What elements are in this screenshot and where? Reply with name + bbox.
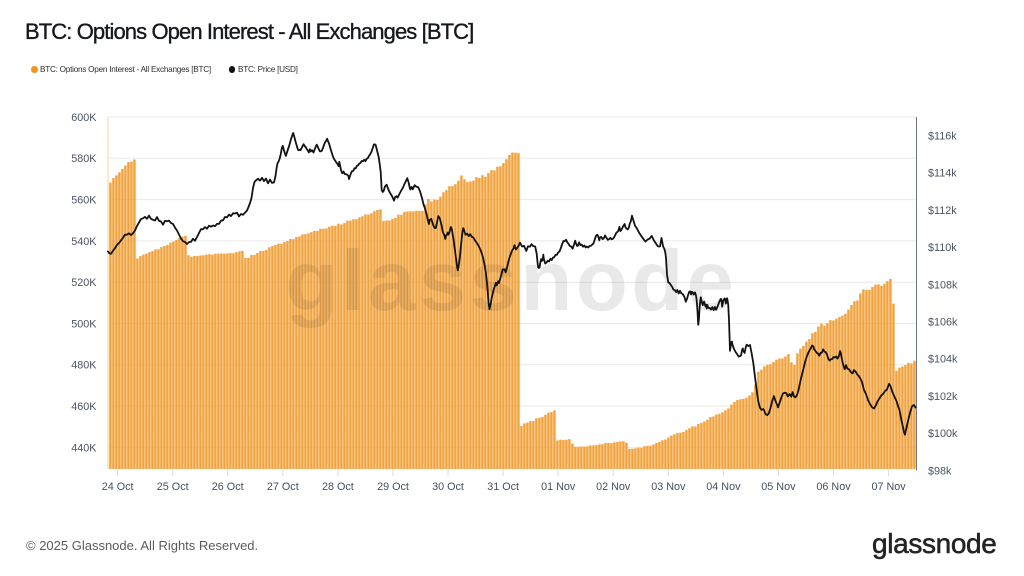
- svg-text:28 Oct: 28 Oct: [322, 481, 354, 493]
- svg-text:05 Nov: 05 Nov: [761, 481, 796, 493]
- svg-text:460K: 460K: [71, 401, 97, 413]
- svg-text:$114k: $114k: [928, 168, 957, 180]
- svg-text:$110k: $110k: [928, 242, 957, 254]
- svg-text:$104k: $104k: [928, 354, 958, 366]
- svg-text:07 Nov: 07 Nov: [871, 481, 906, 493]
- svg-text:26 Oct: 26 Oct: [212, 481, 244, 493]
- svg-text:520K: 520K: [71, 277, 97, 289]
- svg-text:440K: 440K: [71, 442, 97, 454]
- svg-text:$116k: $116k: [928, 131, 957, 143]
- svg-text:glassnode: glassnode: [286, 234, 738, 329]
- svg-text:30 Oct: 30 Oct: [432, 481, 464, 493]
- svg-text:01 Nov: 01 Nov: [541, 481, 576, 493]
- svg-text:25 Oct: 25 Oct: [157, 481, 189, 493]
- svg-text:29 Oct: 29 Oct: [377, 481, 409, 493]
- svg-text:540K: 540K: [71, 236, 97, 248]
- svg-text:500K: 500K: [71, 318, 97, 330]
- svg-text:600K: 600K: [71, 112, 97, 124]
- svg-text:$98k: $98k: [928, 465, 952, 477]
- svg-text:580K: 580K: [71, 153, 97, 165]
- svg-text:27 Oct: 27 Oct: [267, 481, 299, 493]
- svg-text:31 Oct: 31 Oct: [487, 481, 519, 493]
- svg-text:04 Nov: 04 Nov: [706, 481, 741, 493]
- svg-text:$108k: $108k: [928, 279, 958, 291]
- svg-text:24 Oct: 24 Oct: [102, 481, 134, 493]
- svg-text:$100k: $100k: [928, 428, 958, 440]
- svg-text:$102k: $102k: [928, 391, 958, 403]
- svg-text:560K: 560K: [71, 195, 97, 207]
- svg-text:06 Nov: 06 Nov: [816, 481, 851, 493]
- svg-text:$106k: $106k: [928, 317, 958, 329]
- svg-text:480K: 480K: [71, 360, 97, 372]
- svg-text:03 Nov: 03 Nov: [651, 481, 686, 493]
- svg-text:$112k: $112k: [928, 205, 957, 217]
- svg-text:02 Nov: 02 Nov: [596, 481, 631, 493]
